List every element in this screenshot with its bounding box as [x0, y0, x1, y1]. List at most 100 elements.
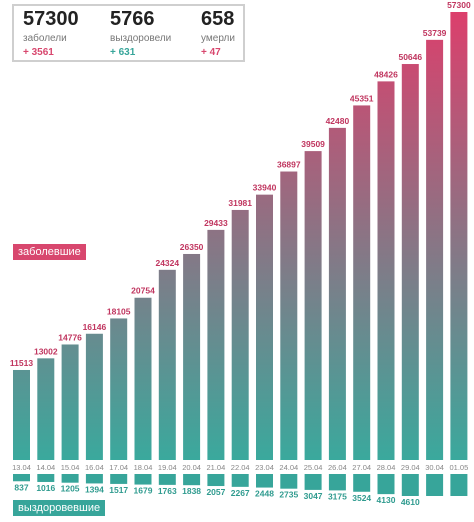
recovered-bar	[183, 474, 201, 486]
date-tick-label: 25.04	[304, 463, 323, 472]
infected-bar	[13, 369, 30, 460]
recovered-value-label: 4610	[401, 497, 420, 507]
recovered-bar	[256, 474, 273, 488]
infected-value-label: 53739	[423, 28, 447, 38]
infected-bar	[85, 333, 103, 460]
infected-value-label: 39509	[301, 139, 325, 149]
date-tick-label: 22.04	[231, 463, 250, 472]
date-tick-label: 01.05	[450, 463, 469, 472]
infected-value-label: 45351	[350, 93, 374, 103]
recovered-bar	[353, 474, 371, 492]
stat-deaths-label: умерли	[201, 33, 235, 44]
recovered-value-label: 1679	[134, 486, 153, 496]
infected-value-label: 42480	[326, 116, 350, 126]
infected-value-label: 13002	[34, 346, 58, 356]
infected-bar	[231, 209, 249, 460]
recovered-bar	[328, 474, 346, 491]
infected-bar	[134, 297, 152, 460]
date-tick-label: 29.04	[401, 463, 420, 472]
infected-value-label: 11513	[10, 358, 33, 368]
recovered-bar	[207, 474, 225, 487]
infected-bar	[110, 318, 128, 460]
date-tick-label: 14.04	[36, 463, 55, 472]
recovered-bar	[401, 474, 419, 496]
infected-value-label: 31981	[228, 198, 252, 208]
recovered-value-label: 4130	[377, 495, 396, 505]
date-tick-label: 18.04	[134, 463, 153, 472]
infected-bar	[256, 194, 273, 460]
infected-value-label: 26350	[180, 242, 204, 252]
recovered-bar	[158, 474, 176, 485]
recovered-value-label: 1394	[85, 484, 104, 494]
recovered-bar	[450, 474, 468, 496]
recovered-value-label: 1205	[61, 484, 80, 494]
infected-bar	[37, 358, 55, 460]
recovered-bar	[61, 474, 79, 483]
recovered-value-label: 1838	[182, 486, 201, 496]
infected-value-label: 29433	[204, 218, 228, 228]
infected-value-label: 33940	[253, 183, 277, 193]
date-tick-label: 16.04	[85, 463, 104, 472]
infected-value-label: 50646	[398, 52, 422, 62]
recovered-bar	[110, 474, 128, 484]
infected-bar	[207, 229, 225, 460]
recovered-value-label: 3524	[352, 493, 371, 503]
date-tick-label: 24.04	[279, 463, 298, 472]
infected-bar	[328, 127, 346, 461]
legend-recovered-tag: выздоровевшие	[13, 500, 106, 516]
recovered-value-label: 2267	[231, 488, 250, 498]
date-tick-label: 13.04	[12, 463, 31, 472]
summary-box: 57300 заболели + 3561 5766 выздоровели +…	[12, 4, 245, 62]
recovered-value-label: 837	[14, 482, 28, 492]
stat-deaths-delta: + 47	[201, 47, 221, 58]
date-tick-label: 17.04	[109, 463, 128, 472]
recovered-bar	[231, 474, 249, 487]
stat-recovered-delta: + 631	[110, 47, 136, 58]
infected-value-label: 20754	[131, 286, 155, 296]
recovered-bar	[85, 474, 103, 484]
recovered-bar	[426, 474, 444, 496]
infected-value-label: 57300	[447, 0, 471, 10]
recovered-value-label: 3175	[328, 491, 347, 501]
infected-bar	[158, 269, 176, 460]
stat-infected-value: 57300	[23, 8, 79, 30]
infected-bar	[304, 151, 322, 460]
recovered-bar	[280, 474, 298, 489]
recovered-value-label: 1763	[158, 486, 177, 496]
infected-value-label: 24324	[155, 258, 179, 268]
infected-bar	[450, 12, 468, 460]
recovered-value-label: 3047	[304, 491, 323, 501]
date-tick-label: 20.04	[182, 463, 201, 472]
recovered-bar	[134, 474, 152, 485]
recovered-bar	[37, 474, 55, 482]
legend-infected-tag: заболевшие	[13, 244, 86, 260]
recovered-value-label: 2735	[279, 490, 298, 500]
date-tick-label: 30.04	[425, 463, 444, 472]
infected-value-label: 18105	[107, 306, 131, 316]
recovered-value-label: 1517	[109, 485, 128, 495]
infected-bar	[377, 81, 395, 461]
recovered-value-label: 2057	[206, 487, 225, 497]
infected-bar	[401, 64, 419, 460]
infected-bar	[61, 344, 79, 460]
date-tick-label: 19.04	[158, 463, 177, 472]
infected-value-label: 14776	[58, 332, 82, 342]
recovered-bar	[13, 474, 30, 482]
date-tick-label: 28.04	[377, 463, 396, 472]
infected-value-label: 36897	[277, 160, 301, 170]
stat-infected-label: заболели	[23, 33, 67, 44]
infected-bar	[353, 105, 371, 460]
date-tick-label: 15.04	[61, 463, 80, 472]
stat-recovered-label: выздоровели	[110, 33, 172, 44]
stat-deaths-value: 658	[201, 8, 235, 30]
stat-infected-delta: + 3561	[23, 47, 54, 58]
stat-recovered-value: 5766	[110, 8, 155, 30]
infected-bar	[426, 39, 444, 460]
recovered-bar	[304, 474, 322, 490]
recovered-bar	[377, 474, 395, 495]
date-tick-label: 21.04	[207, 463, 226, 472]
infected-value-label: 16146	[83, 322, 107, 332]
date-tick-label: 27.04	[352, 463, 371, 472]
infected-bar	[280, 171, 298, 460]
